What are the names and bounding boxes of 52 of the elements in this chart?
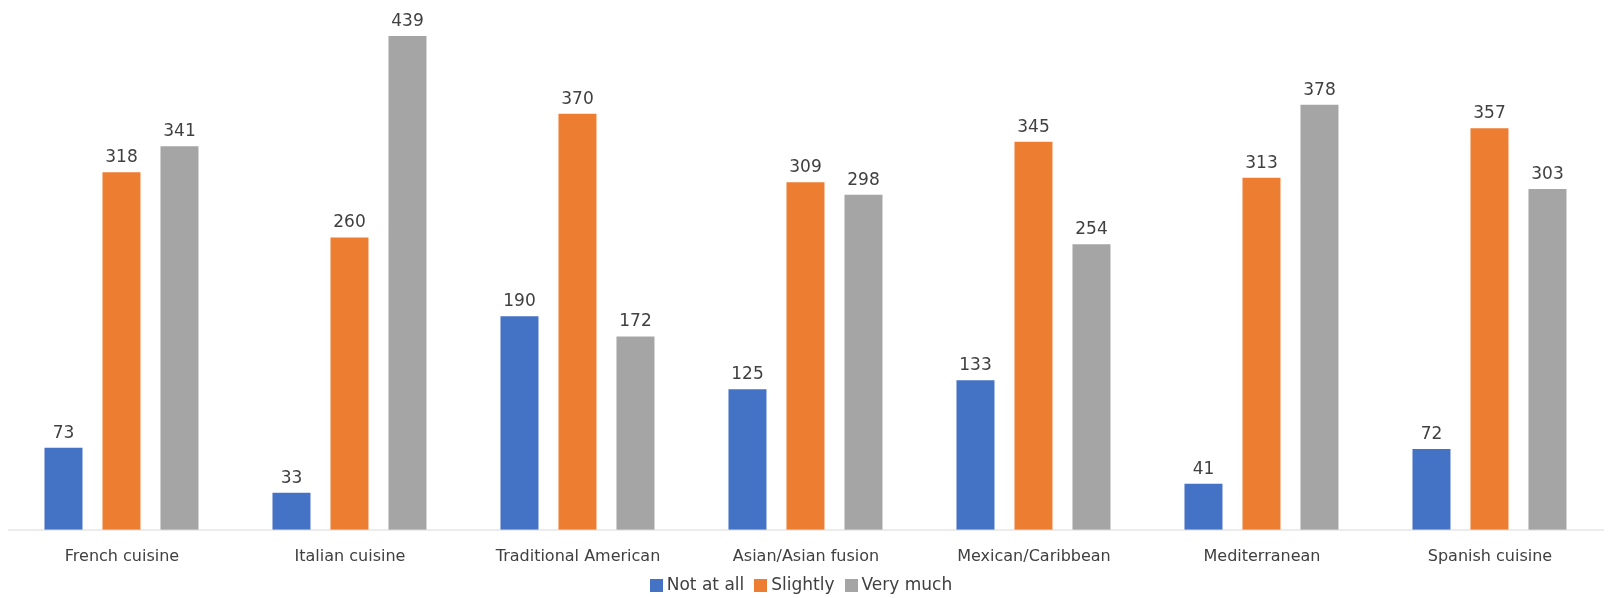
- x-tick-label: Italian cuisine: [294, 546, 406, 566]
- data-label: 72: [1420, 422, 1443, 443]
- bar: [1412, 448, 1451, 530]
- x-tick-label: Mediterranean: [1203, 546, 1321, 566]
- data-label: 313: [1245, 151, 1278, 172]
- data-label: 378: [1303, 78, 1336, 99]
- data-label: 370: [561, 87, 594, 108]
- bar: [616, 336, 655, 530]
- data-label: 125: [731, 363, 764, 384]
- x-tick-label: French cuisine: [64, 546, 180, 566]
- data-label: 33: [280, 466, 303, 487]
- x-tick-label: Asian/Asian fusion: [732, 546, 880, 566]
- bar: [44, 447, 83, 530]
- bar: [500, 316, 539, 530]
- bar: [1470, 128, 1509, 530]
- bar: [272, 492, 311, 530]
- data-label: 190: [503, 290, 536, 311]
- bar: [844, 194, 883, 530]
- data-label: 357: [1473, 102, 1506, 123]
- bar: [160, 146, 199, 530]
- data-label: 260: [333, 211, 366, 232]
- data-label: 73: [52, 421, 75, 442]
- bar: [102, 172, 141, 530]
- data-label: 298: [847, 168, 880, 189]
- bar: [1242, 177, 1281, 530]
- data-label: 345: [1017, 115, 1050, 136]
- data-label: 41: [1192, 457, 1215, 478]
- data-label: 309: [789, 156, 822, 177]
- data-label: 303: [1531, 163, 1564, 184]
- bar: [1300, 104, 1339, 530]
- data-label: 172: [619, 310, 652, 331]
- bar: [728, 389, 767, 530]
- bar: [1014, 141, 1053, 530]
- legend-label: Very much: [861, 574, 953, 594]
- x-tick-label: Mexican/Caribbean: [957, 546, 1111, 566]
- bar: [330, 237, 369, 530]
- bar: [1528, 189, 1567, 530]
- bar: [956, 380, 995, 530]
- x-tick-label: Traditional American: [494, 546, 661, 566]
- bar: [388, 36, 427, 530]
- data-label: 341: [163, 120, 196, 141]
- data-label: 133: [959, 354, 992, 375]
- bar: [558, 113, 597, 530]
- data-label: 439: [391, 10, 424, 30]
- legend-label: Not at all: [666, 574, 745, 594]
- legend-label: Slightly: [771, 574, 835, 594]
- bar: [1072, 244, 1111, 530]
- data-label: 254: [1075, 218, 1108, 239]
- x-tick-label: Spanish cuisine: [1427, 546, 1553, 566]
- bar: [1184, 483, 1223, 530]
- bar: [786, 182, 825, 530]
- data-label: 318: [105, 146, 138, 167]
